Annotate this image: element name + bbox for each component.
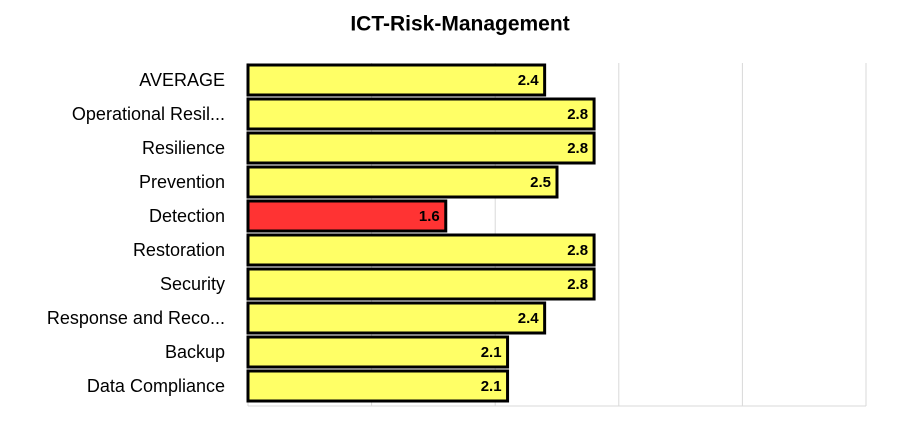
category-label: Resilience (142, 138, 225, 158)
bar (246, 165, 559, 199)
value-label: 2.4 (518, 72, 540, 89)
value-label: 2.8 (567, 276, 588, 293)
value-label: 2.8 (567, 140, 588, 157)
category-label: Backup (165, 342, 225, 362)
value-label: 2.1 (481, 344, 502, 361)
bar (246, 131, 596, 165)
category-label: Operational Resil... (72, 104, 225, 124)
category-label: Data Compliance (87, 376, 225, 396)
bar (246, 301, 547, 335)
bar (246, 267, 596, 301)
category-label: AVERAGE (139, 70, 225, 90)
chart-title: ICT-Risk-Management (350, 13, 569, 36)
bar (246, 63, 547, 97)
bar (246, 335, 510, 369)
category-label: Detection (149, 206, 225, 226)
bar (246, 97, 596, 131)
value-label: 2.5 (530, 174, 551, 191)
value-label: 2.8 (567, 242, 588, 259)
bar (246, 199, 448, 233)
bar (246, 369, 510, 403)
value-label: 2.8 (567, 106, 588, 123)
category-label: Restoration (133, 240, 225, 260)
category-label: Security (160, 274, 225, 294)
value-label: 1.6 (419, 208, 440, 225)
category-label: Response and Reco... (47, 308, 225, 328)
bar (246, 233, 596, 267)
value-label: 2.1 (481, 378, 502, 395)
category-label: Prevention (139, 172, 225, 192)
value-label: 2.4 (518, 310, 540, 327)
